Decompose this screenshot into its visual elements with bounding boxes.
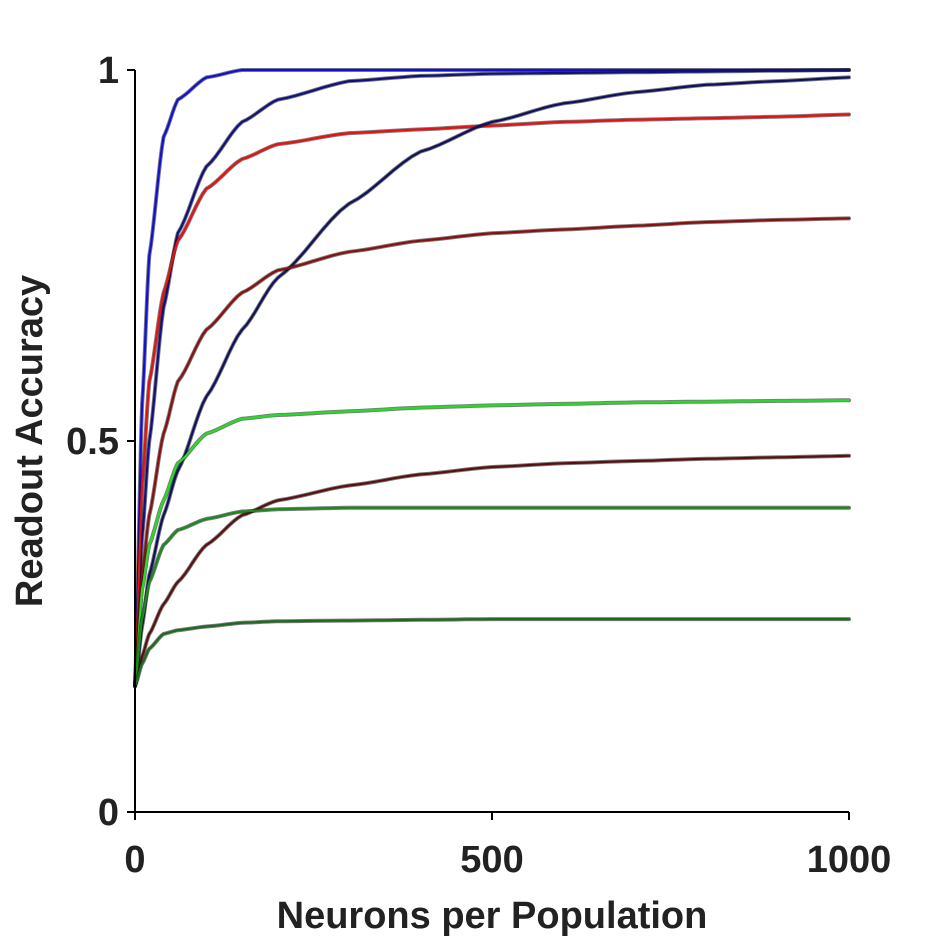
series-line-7 bbox=[133, 454, 851, 687]
series-line-1 bbox=[133, 68, 851, 687]
series-line-shadow-6 bbox=[133, 398, 851, 688]
y-tick-label: 0.5 bbox=[66, 421, 119, 463]
series-line-8 bbox=[133, 506, 851, 687]
series-line-9 bbox=[133, 618, 851, 687]
y-tick-label: 1 bbox=[98, 50, 119, 92]
series-line-4 bbox=[133, 76, 851, 687]
x-tick-label: 0 bbox=[124, 839, 145, 881]
x-tick-label: 1000 bbox=[807, 839, 892, 881]
series-line-shadow-1 bbox=[133, 68, 851, 688]
series-line-shadow-8 bbox=[133, 505, 851, 688]
series-line-shadow-9 bbox=[133, 617, 851, 688]
series-line-2 bbox=[133, 68, 851, 687]
series-line-5 bbox=[133, 217, 851, 687]
x-tick-label: 500 bbox=[460, 839, 523, 881]
series-line-shadow-4 bbox=[133, 75, 851, 688]
series-line-6 bbox=[133, 399, 851, 687]
axes-layer bbox=[134, 70, 849, 813]
ticks-layer: 0 500 1000 0 0.5 1 bbox=[66, 50, 891, 881]
x-axis-title: Neurons per Population bbox=[277, 895, 708, 937]
y-axis-title: Readout Accuracy bbox=[9, 275, 51, 607]
series-line-3 bbox=[133, 113, 851, 687]
y-tick-label: 0 bbox=[98, 792, 119, 834]
series-line-shadow-7 bbox=[133, 453, 851, 688]
series-layer bbox=[133, 68, 851, 688]
series-line-shadow-2 bbox=[133, 68, 851, 688]
series-line-shadow-5 bbox=[133, 216, 851, 688]
